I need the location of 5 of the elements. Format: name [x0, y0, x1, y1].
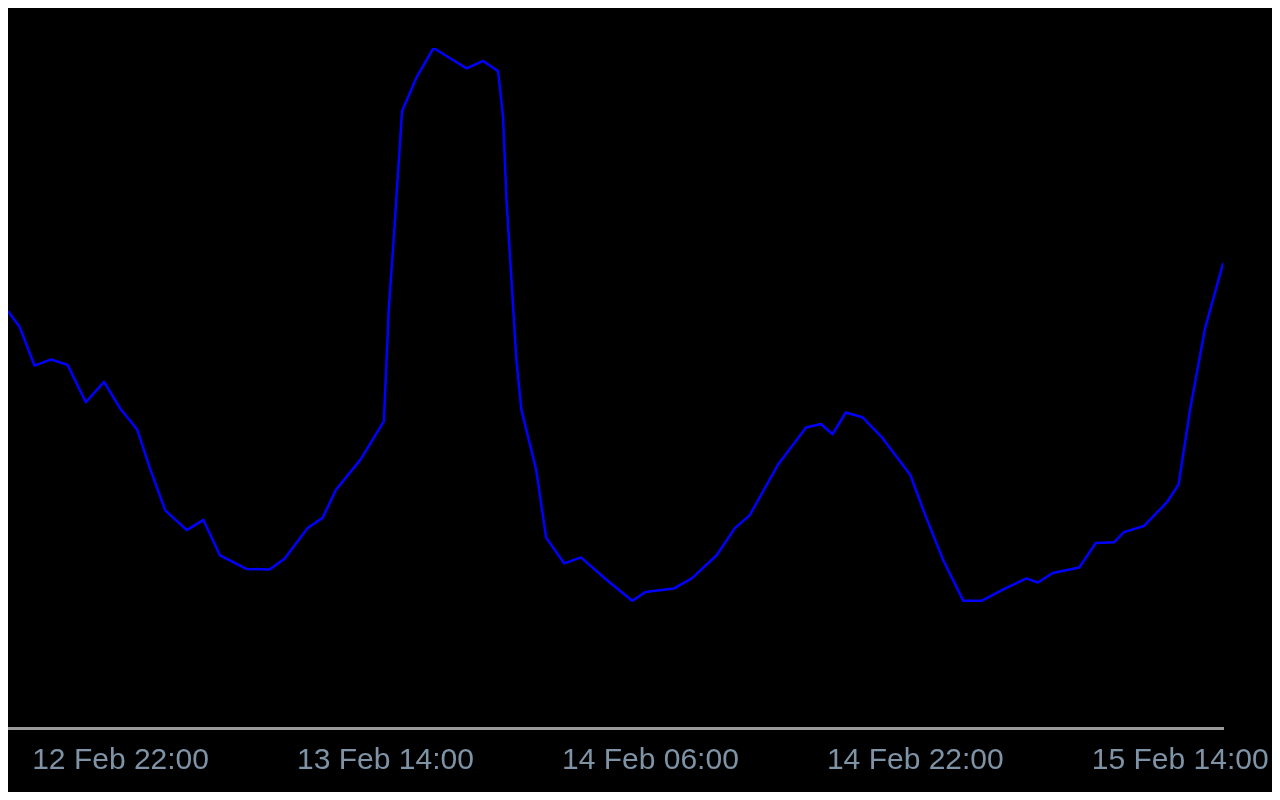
x-tick-label: 14 Feb 22:00	[826, 742, 1004, 776]
x-tick-label: 15 Feb 14:00	[1091, 742, 1269, 776]
x-tick-label: 14 Feb 06:00	[562, 742, 739, 776]
x-tick-label: 13 Feb 14:00	[297, 742, 474, 776]
x-tick-label: 12 Feb 22:00	[32, 742, 209, 776]
